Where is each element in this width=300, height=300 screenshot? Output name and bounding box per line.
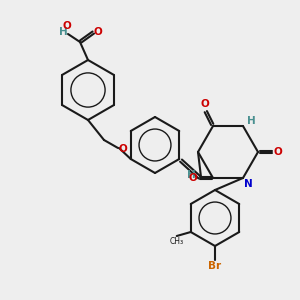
Text: CH₃: CH₃ bbox=[170, 238, 184, 247]
Text: H: H bbox=[58, 27, 68, 37]
Text: O: O bbox=[94, 27, 102, 37]
Text: H: H bbox=[187, 170, 196, 180]
Text: O: O bbox=[274, 147, 282, 157]
Text: O: O bbox=[118, 144, 127, 154]
Text: H: H bbox=[247, 116, 255, 126]
Text: O: O bbox=[189, 173, 197, 183]
Text: O: O bbox=[201, 99, 209, 109]
Text: N: N bbox=[244, 179, 252, 189]
Text: Br: Br bbox=[208, 261, 222, 271]
Text: O: O bbox=[63, 21, 71, 31]
